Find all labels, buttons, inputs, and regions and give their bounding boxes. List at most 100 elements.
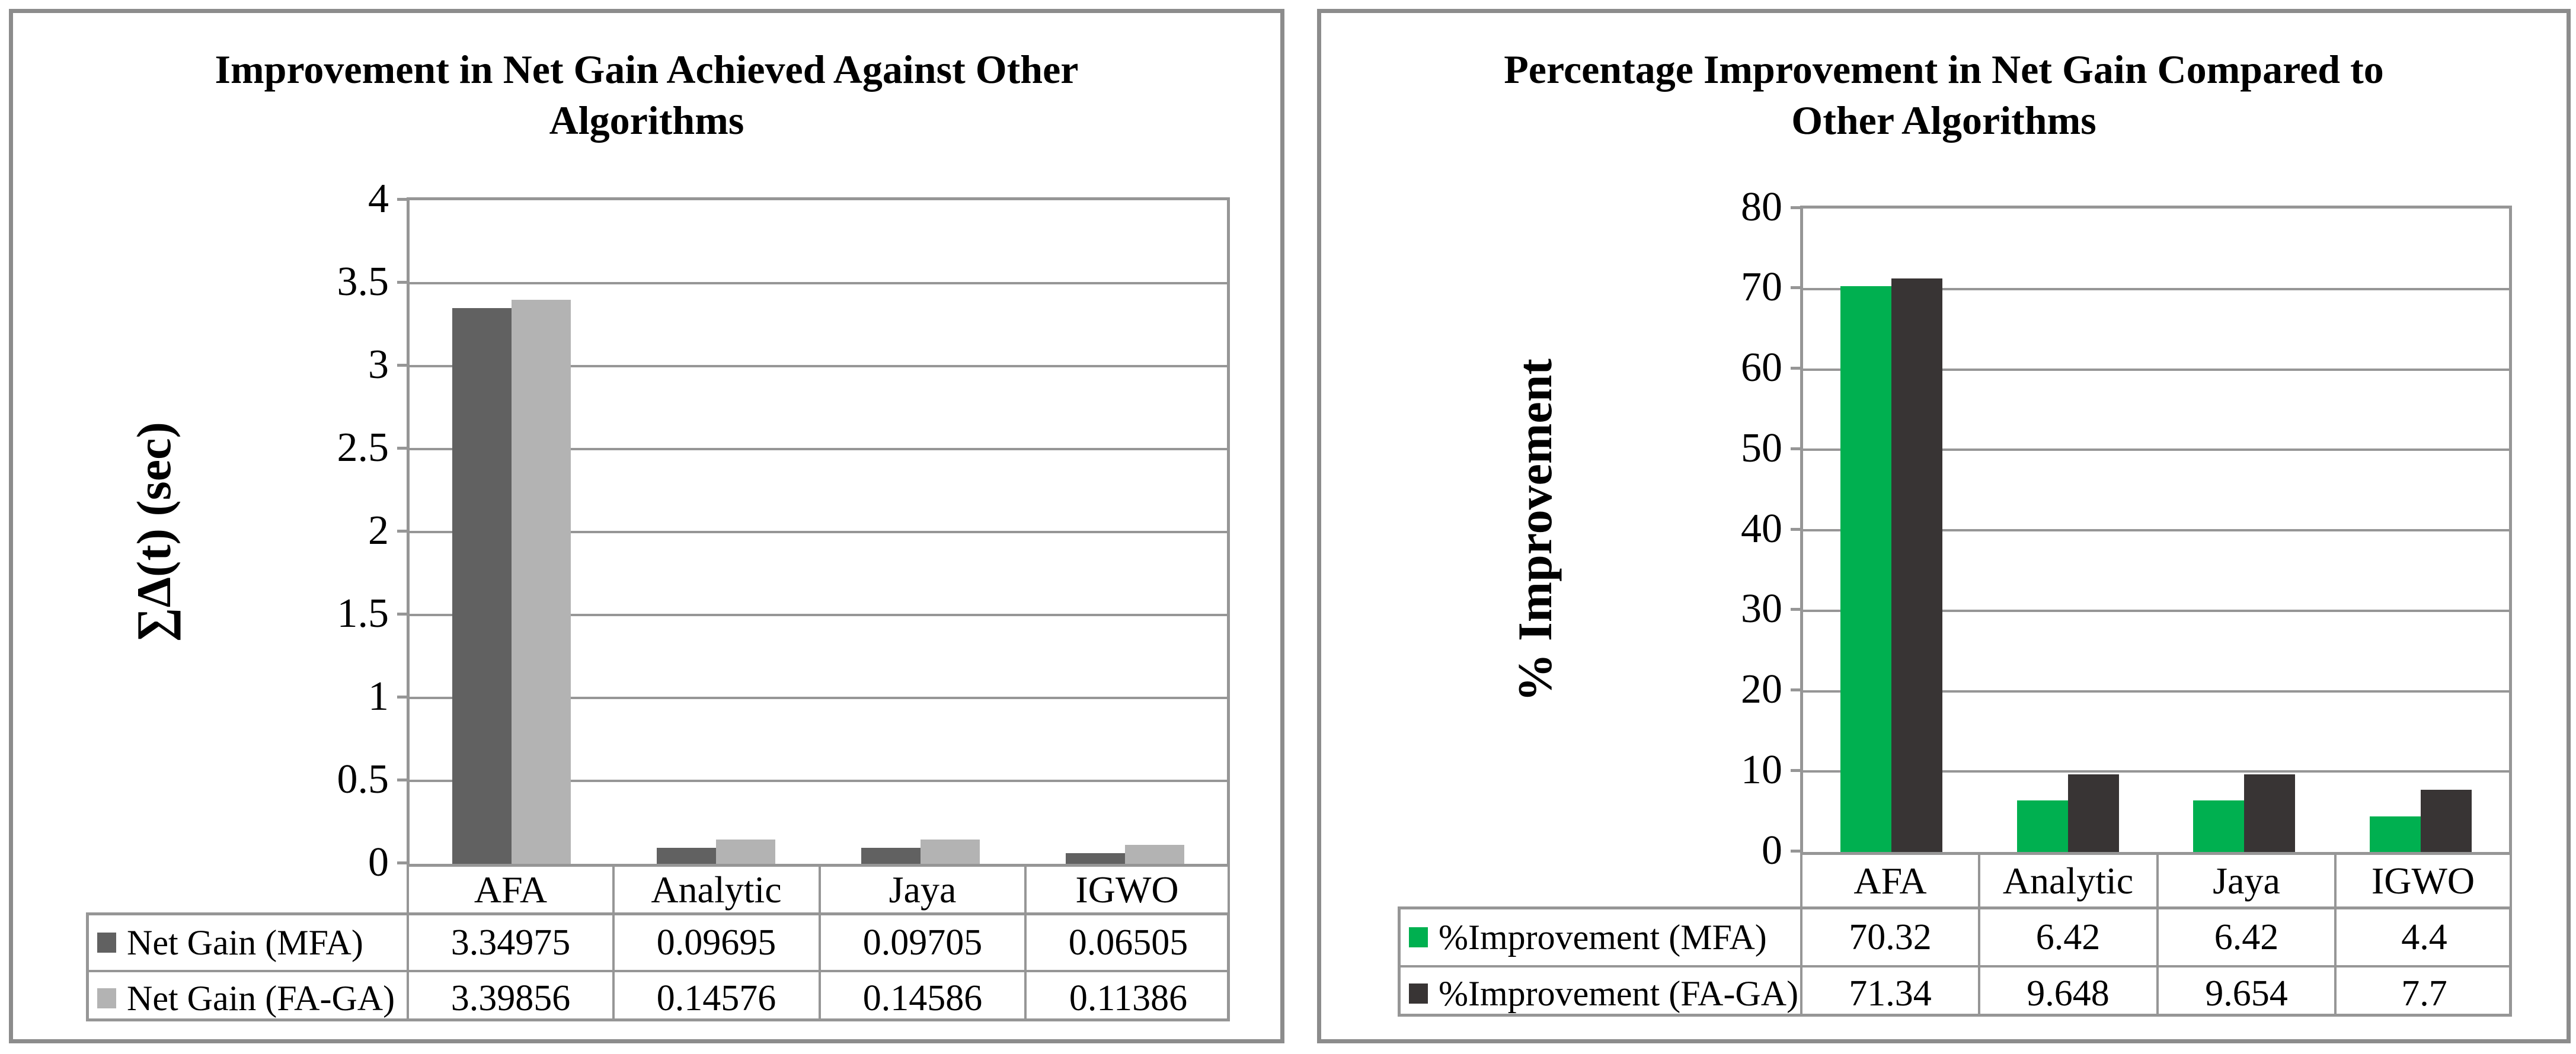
legend-swatch: [1409, 927, 1428, 947]
table-row: Net Gain (FA-GA) 3.39856 0.14576 0.14586 0.1…: [89, 970, 1227, 1018]
gridline: [410, 365, 1227, 367]
table-value-cell: 0.06505: [1024, 915, 1227, 970]
y-tick-label: 3.5: [337, 259, 389, 305]
gridline: [1803, 529, 2509, 531]
table-value-cell: 71.34: [1800, 967, 1978, 1014]
y-tick-mark: [397, 779, 407, 781]
y-tick-label: 0: [1762, 828, 1782, 873]
bar-igwo-series1: [2370, 816, 2421, 852]
category-header-cell: Jaya: [819, 867, 1024, 912]
y-tick-mark: [397, 696, 407, 699]
chart-title: Percentage Improvement in Net Gain Compa…: [1321, 44, 2567, 146]
table-value-cell: 9.654: [2156, 967, 2334, 1014]
legend-swatch: [97, 988, 116, 1008]
y-tick-label: 20: [1741, 667, 1782, 712]
category-header-cell: AFA: [407, 867, 612, 912]
y-tick-mark: [1791, 769, 1800, 772]
bar-igwo-series2: [1125, 845, 1184, 864]
y-tick-label: 1: [368, 674, 389, 719]
chart-title-line2: Other Algorithms: [1791, 98, 2096, 143]
series-name: Net Gain (FA-GA): [127, 978, 395, 1018]
table-value-cell: 9.648: [1978, 967, 2156, 1014]
table-value-cell: 70.32: [1800, 909, 1978, 965]
net-gain-chart-panel: Improvement in Net Gain Achieved Against…: [9, 9, 1284, 1043]
table-value-cell: 6.42: [2156, 909, 2334, 965]
y-axis-title: ∑Δ(t) (sec): [127, 422, 181, 642]
bar-afa-series1: [452, 308, 512, 864]
y-tick-label: 80: [1741, 184, 1782, 230]
bar-afa-series1: [1840, 286, 1891, 852]
y-tick-mark: [397, 447, 407, 450]
gridline: [1803, 690, 2509, 693]
gridline: [410, 531, 1227, 533]
bar-afa-series2: [1891, 278, 1942, 852]
table-row: Net Gain (MFA) 3.34975 0.09695 0.09705 0.065…: [89, 915, 1227, 970]
table-row: %Improvement (MFA) 70.32 6.42 6.42 4.4: [1401, 909, 2509, 965]
y-tick-mark: [1791, 206, 1800, 209]
y-tick-label: 0: [368, 840, 389, 885]
y-tick-mark: [397, 861, 407, 864]
bar-jaya-series2: [2244, 774, 2295, 852]
table-value-cell: 0.14576: [612, 972, 818, 1018]
y-tick-mark: [1791, 447, 1800, 450]
bar-jaya-series2: [921, 840, 980, 864]
gridline: [410, 780, 1227, 782]
gridline: [1803, 610, 2509, 612]
bar-afa-series2: [512, 300, 571, 864]
category-header-cell: Analytic: [1978, 855, 2156, 906]
category-header-cell: IGWO: [1024, 867, 1230, 912]
category-header-cell: Analytic: [612, 867, 818, 912]
table-value-cell: 0.09705: [819, 915, 1024, 970]
gridline: [1803, 369, 2509, 371]
y-tick-label: 4: [368, 176, 389, 222]
y-tick-label: 0.5: [337, 757, 389, 802]
series-name-cell: %Improvement (MFA): [1401, 909, 1800, 965]
table-value-cell: 0.11386: [1024, 972, 1227, 1018]
y-tick-mark: [1791, 688, 1800, 691]
plot-area: [407, 197, 1230, 867]
y-tick-label: 3: [368, 342, 389, 387]
y-tick-mark: [397, 198, 407, 201]
y-tick-mark: [1791, 850, 1800, 853]
plot-area: [1800, 206, 2512, 855]
series-name-cell: %Improvement (FA-GA): [1401, 967, 1800, 1014]
category-header-cell: IGWO: [2334, 855, 2512, 906]
y-tick-label: 2.5: [337, 425, 389, 470]
y-tick-label: 70: [1741, 264, 1782, 310]
table-value-cell: 6.42: [1978, 909, 2156, 965]
table-value-cell: 0.14586: [819, 972, 1024, 1018]
y-tick-label: 2: [368, 508, 389, 553]
percent-improvement-chart-panel: Percentage Improvement in Net Gain Compa…: [1317, 9, 2571, 1043]
gridline: [410, 448, 1227, 450]
y-axis-title: % Improvement: [1508, 358, 1562, 702]
category-header-cell: Jaya: [2156, 855, 2334, 906]
y-tick-mark: [1791, 528, 1800, 531]
bar-analytic-series2: [2068, 774, 2119, 852]
bar-jaya-series1: [2193, 800, 2244, 852]
y-tick-mark: [1791, 286, 1800, 289]
series-name-cell: Net Gain (MFA): [89, 915, 407, 970]
gridline: [1803, 288, 2509, 290]
chart-title: Improvement in Net Gain Achieved Against…: [13, 44, 1280, 146]
y-tick-label: 10: [1741, 747, 1782, 793]
series-name: %Improvement (MFA): [1439, 917, 1767, 957]
chart-title-line1: Percentage Improvement in Net Gain Compa…: [1504, 47, 2384, 92]
y-tick-mark: [397, 530, 407, 533]
gridline: [410, 697, 1227, 699]
bar-analytic-series2: [716, 840, 775, 864]
series-name: %Improvement (FA-GA): [1439, 973, 1799, 1013]
y-tick-label: 50: [1741, 425, 1782, 471]
table-value-cell: 3.39856: [407, 972, 612, 1018]
bar-analytic-series1: [2017, 800, 2068, 852]
legend-swatch: [97, 933, 116, 953]
bar-igwo-series2: [2421, 790, 2472, 852]
table-value-cell: 0.09695: [612, 915, 818, 970]
y-tick-mark: [397, 364, 407, 367]
gridline: [1803, 770, 2509, 773]
chart-title-line2: Algorithms: [549, 98, 744, 143]
y-tick-mark: [1791, 367, 1800, 370]
table-row: %Improvement (FA-GA) 71.34 9.648 9.654 7.7: [1401, 965, 2509, 1014]
legend-swatch: [1409, 983, 1428, 1004]
bar-analytic-series1: [657, 848, 716, 864]
